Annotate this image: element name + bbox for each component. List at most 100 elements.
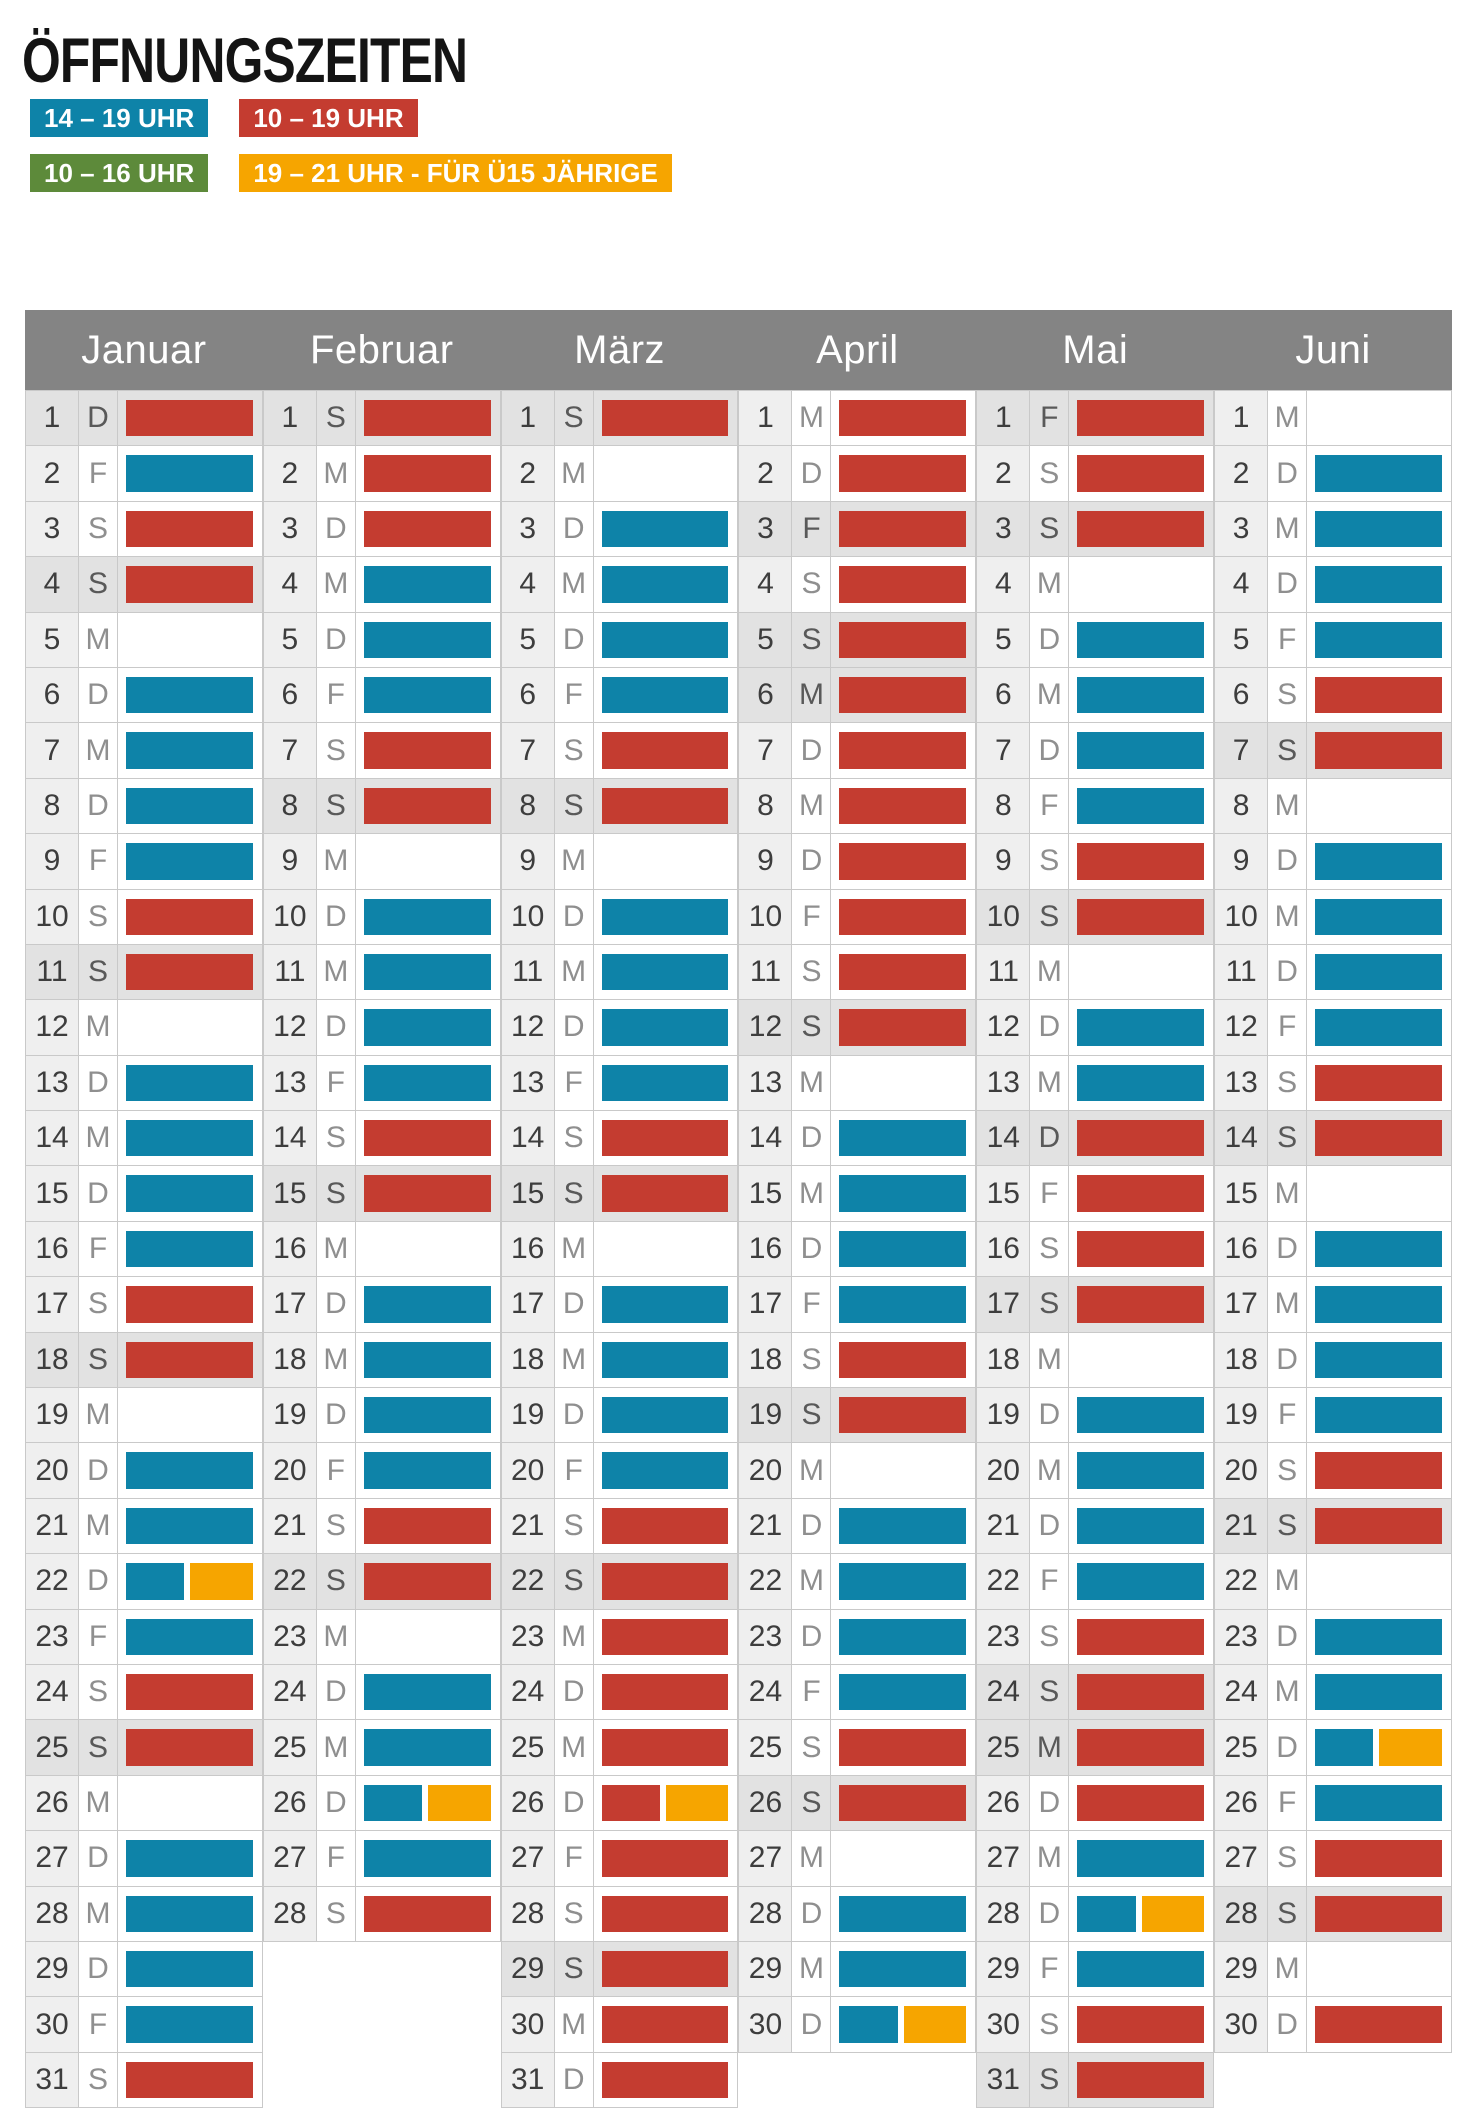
day-number: 17 (26, 1277, 78, 1332)
weekday-letter: D (792, 1221, 831, 1277)
hours-bars (1069, 1886, 1214, 1941)
red-hours-bar (601, 1729, 729, 1766)
red-hours-bar (363, 1120, 491, 1157)
hours-bars (831, 1664, 976, 1720)
blue-hours-bar (601, 953, 729, 991)
hours-bars (831, 1609, 976, 1664)
day-number: 12 (977, 1000, 1030, 1055)
hours-bars (355, 1111, 500, 1166)
weekday-letter: D (1268, 944, 1307, 1000)
hours-bars (593, 667, 738, 723)
day-number: 12 (1215, 1000, 1268, 1055)
weekday-letter: S (1030, 501, 1069, 557)
day-number: 21 (739, 1498, 792, 1554)
weekday-letter: D (792, 834, 831, 889)
hours-bars (831, 446, 976, 501)
hours-bars (118, 889, 262, 944)
weekday-letter: M (792, 391, 831, 446)
weekday-letter: M (1030, 1055, 1069, 1111)
hours-bars (593, 557, 738, 612)
day-number: 29 (26, 1941, 78, 1997)
red-hours-bar (601, 1840, 729, 1877)
hours-bars (1069, 1831, 1214, 1886)
day-number: 16 (977, 1221, 1030, 1277)
hours-bars (1069, 2052, 1214, 2108)
weekday-letter: D (1268, 1221, 1307, 1277)
weekday-letter: S (1268, 723, 1307, 778)
hours-bars (1307, 446, 1451, 501)
hours-bars (831, 1775, 976, 1831)
day-number: 13 (501, 1055, 554, 1111)
blue-hours-bar (363, 1784, 423, 1822)
day-number: 13 (739, 1055, 792, 1111)
weekday-letter: M (792, 778, 831, 834)
month-header-januar: Januar (81, 327, 207, 372)
red-hours-bar (839, 898, 967, 935)
hours-bars (1307, 723, 1451, 778)
blue-hours-bar (1077, 1895, 1136, 1932)
day-number: 15 (739, 1166, 792, 1221)
blue-hours-bar (126, 732, 253, 769)
hours-bars (118, 1554, 262, 1609)
weekday-letter: S (1268, 1831, 1307, 1886)
blue-hours-bar (363, 1840, 491, 1877)
orange-hours-bar (428, 1784, 491, 1822)
weekday-letter: S (1030, 1664, 1069, 1720)
red-hours-bar (601, 1175, 729, 1212)
hours-bars (1069, 1720, 1214, 1775)
red-hours-bar (601, 1563, 729, 1600)
weekday-letter: D (1030, 1388, 1069, 1443)
blue-hours-bar (1077, 1840, 1205, 1877)
red-hours-bar (1315, 1120, 1442, 1157)
hours-bars (355, 1664, 500, 1720)
day-number: 21 (501, 1498, 554, 1554)
day-number: 15 (1215, 1166, 1268, 1221)
hours-bars (593, 1166, 738, 1221)
weekday-letter: M (792, 1055, 831, 1111)
hours-bars (831, 1554, 976, 1609)
hours-bars (118, 391, 262, 446)
day-number: 2 (977, 446, 1030, 501)
weekday-letter: F (1030, 1941, 1069, 1997)
day-number: 25 (977, 1720, 1030, 1775)
day-number: 14 (263, 1111, 316, 1166)
month-april: 1 M 2 D 3 F 4 S 5 S 6 M 7 D 8 M 9 D 10 F 11 S 12 S 13 M 14 D 15 M 16 D 1… (738, 390, 977, 2053)
hours-bars (593, 1221, 738, 1277)
hours-bars (593, 1000, 738, 1055)
weekday-letter: D (79, 1941, 117, 1997)
hours-bars (593, 1055, 738, 1111)
hours-bars (1069, 391, 1214, 446)
day-number: 12 (263, 1000, 316, 1055)
weekday-letter: S (79, 1664, 117, 1720)
weekday-letter: D (316, 1775, 355, 1831)
weekday-letter: S (1030, 446, 1069, 501)
hours-bars (355, 557, 500, 612)
weekday-letter: S (79, 2052, 117, 2108)
hours-bars (118, 557, 262, 612)
weekday-letter: M (792, 1831, 831, 1886)
hours-bars (1069, 1498, 1214, 1554)
weekday-letter: M (554, 557, 593, 612)
hours-bars (1069, 723, 1214, 778)
month-header-juni: Juni (1295, 327, 1371, 372)
day-number: 11 (26, 944, 78, 1000)
hours-bars (1069, 1388, 1214, 1443)
hours-bars (118, 1332, 262, 1388)
hours-bars (118, 834, 262, 889)
day-number: 24 (263, 1664, 316, 1720)
day-number: 10 (501, 889, 554, 944)
red-hours-bar (839, 953, 967, 991)
blue-hours-bar (126, 1175, 253, 1212)
hours-bars (355, 889, 500, 944)
red-hours-bar (839, 732, 967, 769)
day-number: 19 (1215, 1388, 1268, 1443)
weekday-letter: S (79, 557, 117, 612)
day-number: 9 (977, 834, 1030, 889)
blue-hours-bar (363, 1397, 491, 1434)
weekday-letter: M (1268, 391, 1307, 446)
hours-bars (1307, 1388, 1451, 1443)
weekday-letter: S (554, 723, 593, 778)
weekday-letter: F (79, 1221, 117, 1277)
day-number: 22 (739, 1554, 792, 1609)
hours-bars (1069, 1221, 1214, 1277)
